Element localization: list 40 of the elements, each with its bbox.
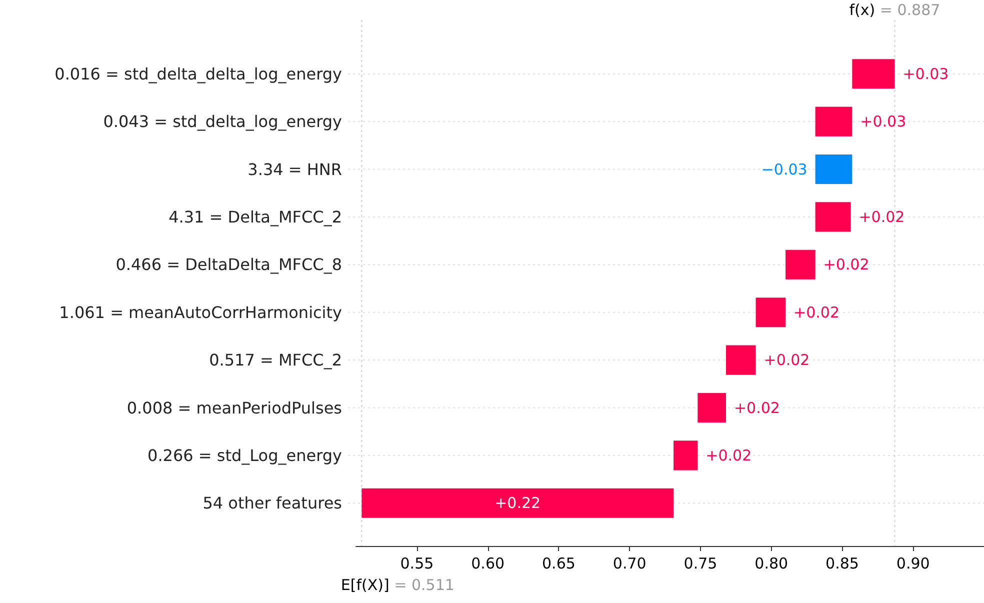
data-label: +0.02 [734,398,780,417]
bar [815,106,852,136]
y-tick-label: 0.016 = std_delta_delta_log_energy [54,64,342,84]
y-tick-label: 0.043 = std_delta_log_energy [103,112,342,132]
ref-line-label: f(x) = 0.887 [849,1,940,19]
data-label: +0.02 [794,303,840,322]
y-tick-label: 0.466 = DeltaDelta_MFCC_8 [116,255,342,274]
ref-line-label: E[f(X)] = 0.511 [340,576,454,594]
x-tick-label: 0.75 [684,554,718,572]
data-label: +0.02 [764,351,810,370]
data-label: +0.02 [858,208,905,226]
bar [726,345,756,375]
y-tick-label: 4.31 = Delta_MFCC_2 [168,207,342,226]
y-tick-label: 0.517 = MFCC_2 [209,350,342,370]
bar [362,488,674,518]
x-tick-label: 0.65 [542,554,576,572]
x-tick-label: 0.55 [400,554,434,572]
bar [852,59,895,89]
bar [698,392,726,423]
y-tick-label: 1.061 = meanAutoCorrHarmonicity [59,302,342,322]
bar [756,298,786,328]
x-tick-label: 0.80 [754,554,788,572]
data-label: +0.02 [706,446,752,464]
data-label: +0.02 [823,256,870,274]
bar [815,202,851,232]
x-tick-label: 0.85 [826,554,859,572]
bar [815,154,852,184]
y-tick-label: 54 other features [202,494,342,513]
data-label: +0.22 [494,494,541,512]
bar [674,440,698,470]
data-label: +0.03 [860,112,906,131]
data-label: −0.03 [761,160,808,178]
data-label: +0.03 [902,64,949,83]
x-tick-label: 0.60 [471,554,505,572]
y-tick-label: 3.34 = HNR [248,160,342,179]
x-tick-label: 0.90 [896,554,930,572]
y-tick-label: 0.008 = meanPeriodPulses [126,398,342,418]
x-tick-label: 0.70 [612,554,646,572]
bar [786,250,816,280]
y-tick-label: 0.266 = std_Log_energy [148,446,342,465]
